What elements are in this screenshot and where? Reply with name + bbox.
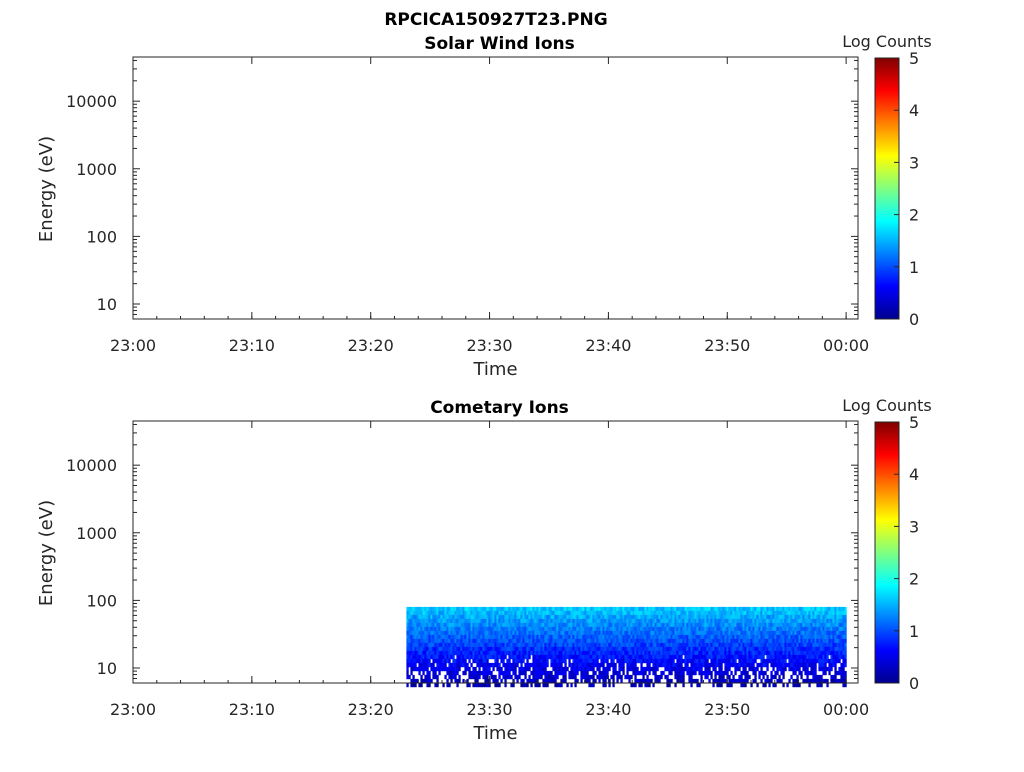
x-tick-label: 23:50 [704,336,750,355]
colorbar-label: Log Counts [842,32,932,51]
colorbar [874,421,900,684]
y-tick-label: 10000 [66,456,117,475]
x-tick-label: 23:40 [585,336,631,355]
colorbar-tick-label: 1 [909,258,919,277]
colorbar-tick-label: 4 [909,465,919,484]
y-tick-label: 100 [86,227,117,246]
colorbar-tick-label: 0 [909,674,919,693]
x-tick-label: 23:00 [110,336,156,355]
colorbar-tick-label: 1 [909,622,919,641]
x-tick-label: 23:50 [704,700,750,719]
x-tick-label: 00:00 [823,336,869,355]
x-tick-label: 23:10 [229,700,275,719]
chart-panel-1: Solar Wind Ions 23:00 23:10 23:20 23:30 23:40… [36,32,932,380]
y-tick-label: 1000 [76,160,117,179]
x-axis-label: Time [472,723,517,744]
x-tick-label: 23:10 [229,336,275,355]
x-tick-label: 23:40 [585,700,631,719]
plot-frame [132,420,859,684]
panel-title: Cometary Ions [430,398,569,418]
colorbar-tick-label: 5 [909,413,919,432]
y-tick-label: 10 [97,295,117,314]
colorbar-tick-label: 3 [909,517,919,536]
colorbar-tick-label: 0 [909,310,919,329]
x-tick-label: 00:00 [823,700,869,719]
colorbar-tick-label: 2 [909,570,919,589]
colorbar-tick-label: 4 [909,101,919,120]
x-tick-label: 23:30 [467,700,513,719]
y-tick-label: 10 [97,659,117,678]
y-tick-label: 10000 [66,92,117,111]
y-axis-label: Energy (eV) [36,136,57,242]
x-tick-label: 23:00 [110,700,156,719]
x-tick-label: 23:30 [467,336,513,355]
y-tick-label: 1000 [76,524,117,543]
colorbar-tick-label: 2 [909,206,919,225]
y-tick-label: 100 [86,591,117,610]
colorbar-tick-label: 3 [909,153,919,172]
plot-frame [132,56,859,320]
x-tick-label: 23:20 [348,700,394,719]
y-axis-label: Energy (eV) [36,500,57,606]
colorbar [874,57,900,320]
x-axis-label: Time [472,359,517,380]
heatmap-data [406,606,847,688]
colorbar-label: Log Counts [842,396,932,415]
x-tick-label: 23:20 [348,336,394,355]
colorbar-tick-label: 5 [909,49,919,68]
panel-title: Solar Wind Ions [424,34,575,54]
figure-title: RPCICA150927T23.PNG [384,10,607,30]
